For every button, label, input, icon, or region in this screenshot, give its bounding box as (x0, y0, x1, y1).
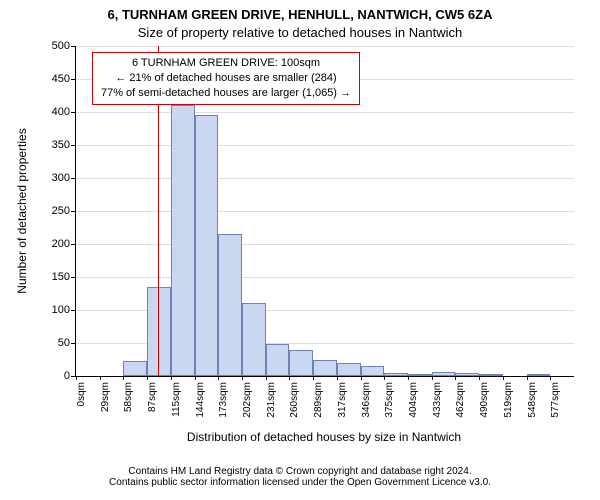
x-tick-label: 548sqm (527, 382, 538, 418)
y-tick-label: 250 (52, 205, 76, 217)
x-tick-label: 173sqm (218, 382, 229, 418)
x-tick-mark (550, 376, 551, 380)
x-tick-mark (313, 376, 314, 380)
grid-line (76, 46, 574, 47)
info-callout-box: 6 TURNHAM GREEN DRIVE: 100sqm← 21% of de… (92, 52, 360, 105)
x-tick-mark (76, 376, 77, 380)
grid-line (76, 277, 574, 278)
x-tick-mark (289, 376, 290, 380)
x-tick-label: 490sqm (479, 382, 490, 418)
info-box-line: 77% of semi-detached houses are larger (… (99, 86, 353, 101)
x-tick-label: 115sqm (171, 382, 182, 417)
x-tick-mark (100, 376, 101, 380)
grid-line (76, 211, 574, 212)
x-tick-mark (432, 376, 433, 380)
x-tick-label: 231sqm (266, 382, 277, 418)
x-tick-mark (242, 376, 243, 380)
page-title-line2: Size of property relative to detached ho… (0, 25, 600, 40)
histogram-bar (432, 372, 456, 376)
info-box-line: ← 21% of detached houses are smaller (28… (99, 71, 353, 86)
histogram-bar (337, 363, 361, 376)
x-axis-title: Distribution of detached houses by size … (187, 430, 461, 444)
y-axis-title: Number of detached properties (15, 128, 29, 293)
histogram-bar (384, 373, 408, 376)
x-tick-mark (195, 376, 196, 380)
x-tick-mark (337, 376, 338, 380)
y-tick-label: 50 (58, 337, 76, 349)
x-tick-label: 317sqm (337, 382, 348, 418)
y-tick-label: 150 (52, 271, 76, 283)
histogram-bar (242, 303, 266, 376)
x-tick-label: 462sqm (455, 382, 466, 418)
y-tick-label: 300 (52, 172, 76, 184)
x-tick-label: 375sqm (384, 382, 395, 418)
x-tick-label: 289sqm (313, 382, 324, 418)
x-tick-mark (455, 376, 456, 380)
x-tick-mark (123, 376, 124, 380)
x-tick-label: 87sqm (147, 382, 158, 412)
x-tick-mark (218, 376, 219, 380)
info-box-line: 6 TURNHAM GREEN DRIVE: 100sqm (99, 56, 353, 71)
grid-line (76, 178, 574, 179)
page-title-line1: 6, TURNHAM GREEN DRIVE, HENHULL, NANTWIC… (0, 7, 600, 22)
x-tick-mark (408, 376, 409, 380)
x-tick-label: 433sqm (432, 382, 443, 418)
x-tick-label: 29sqm (100, 382, 111, 412)
x-tick-mark (503, 376, 504, 380)
histogram-bar (361, 366, 385, 376)
x-tick-mark (384, 376, 385, 380)
x-tick-label: 144sqm (195, 382, 206, 418)
x-tick-label: 0sqm (76, 382, 87, 406)
footer-line-2: Contains public sector information licen… (109, 477, 491, 488)
x-tick-label: 519sqm (503, 382, 514, 418)
histogram-bar (408, 374, 432, 376)
histogram-bar (266, 344, 290, 376)
y-tick-label: 400 (52, 106, 76, 118)
histogram-bar (123, 361, 147, 376)
x-tick-mark (361, 376, 362, 380)
x-tick-mark (147, 376, 148, 380)
y-tick-label: 350 (52, 139, 76, 151)
x-tick-label: 202sqm (242, 382, 253, 418)
footer-attribution: Contains HM Land Registry data © Crown c… (109, 466, 491, 488)
y-tick-label: 450 (52, 73, 76, 85)
x-tick-mark (266, 376, 267, 380)
x-tick-label: 577sqm (550, 382, 561, 418)
histogram-bar (218, 234, 242, 376)
grid-line (76, 112, 574, 113)
x-tick-mark (479, 376, 480, 380)
histogram-bar (527, 374, 551, 376)
y-tick-label: 100 (52, 304, 76, 316)
footer-line-1: Contains HM Land Registry data © Crown c… (109, 466, 491, 477)
y-tick-label: 200 (52, 238, 76, 250)
histogram-bar (479, 374, 503, 376)
x-tick-label: 58sqm (123, 382, 134, 412)
histogram-bar (313, 360, 337, 377)
histogram-bar (289, 350, 313, 376)
y-tick-label: 0 (64, 370, 76, 382)
histogram-bar (171, 105, 195, 376)
grid-line (76, 244, 574, 245)
histogram-bar (195, 115, 219, 376)
y-tick-label: 500 (52, 40, 76, 52)
x-tick-label: 346sqm (361, 382, 372, 418)
x-tick-label: 404sqm (408, 382, 419, 418)
x-tick-label: 260sqm (289, 382, 300, 418)
histogram-bar (455, 373, 479, 376)
x-tick-mark (527, 376, 528, 380)
grid-line (76, 145, 574, 146)
x-tick-mark (171, 376, 172, 380)
